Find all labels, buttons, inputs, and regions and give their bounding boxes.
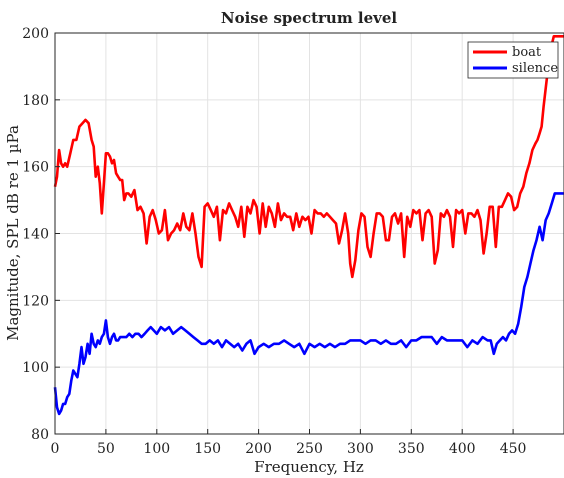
y-axis-label: Magnitude, SPL dB re 1 µPa bbox=[4, 125, 22, 341]
axis-ticks: 0 50 100 150 200 250 300 350 400 450 80 100 120 140 16… bbox=[22, 26, 526, 457]
x-tick-label: 250 bbox=[296, 441, 323, 457]
series-line-boat bbox=[53, 35, 564, 279]
y-tick-label: 120 bbox=[22, 293, 49, 309]
y-tick-label: 180 bbox=[22, 93, 49, 109]
legend: boat silence bbox=[467, 41, 559, 79]
y-tick-label: 160 bbox=[22, 160, 49, 176]
series-lines bbox=[53, 35, 564, 416]
x-tick-label: 300 bbox=[347, 441, 374, 457]
y-tick-label: 80 bbox=[31, 427, 49, 443]
y-tick-label: 200 bbox=[22, 26, 49, 42]
legend-label-boat: boat bbox=[512, 45, 542, 60]
chart-title: Noise spectrum level bbox=[221, 9, 398, 27]
series-line-silence bbox=[53, 192, 564, 416]
x-tick-label: 100 bbox=[143, 441, 170, 457]
x-tick-label: 0 bbox=[51, 441, 60, 457]
x-tick-label: 200 bbox=[245, 441, 272, 457]
x-tick-label: 150 bbox=[194, 441, 221, 457]
x-tick-label: 350 bbox=[398, 441, 425, 457]
x-axis-label: Frequency, Hz bbox=[254, 458, 364, 476]
x-tick-label: 400 bbox=[449, 441, 476, 457]
y-tick-label: 140 bbox=[22, 227, 49, 243]
x-tick-label: 450 bbox=[500, 441, 527, 457]
legend-label-silence: silence bbox=[512, 61, 558, 76]
legend-box bbox=[467, 41, 559, 79]
y-tick-label: 100 bbox=[22, 360, 49, 376]
x-tick-label: 50 bbox=[97, 441, 115, 457]
